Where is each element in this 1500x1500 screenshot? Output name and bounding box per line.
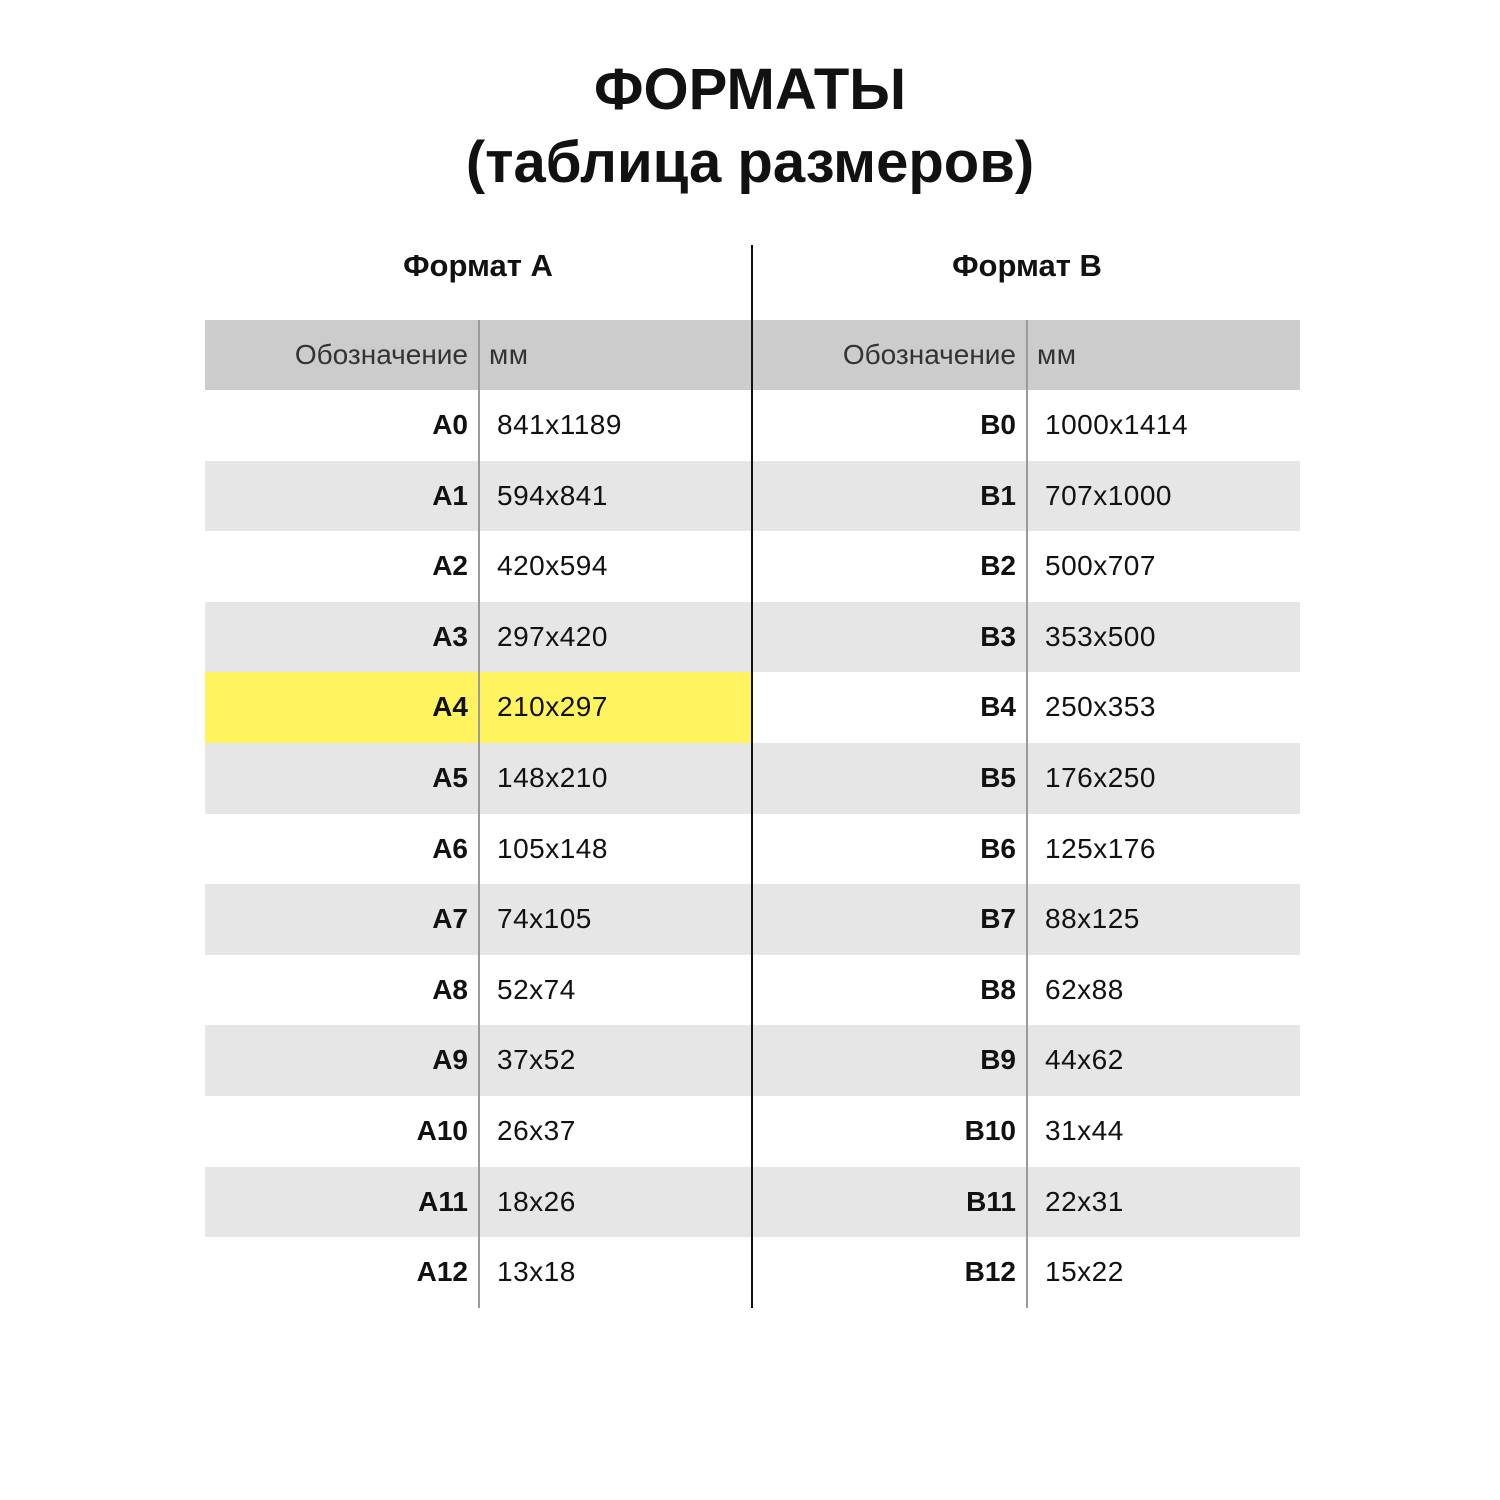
format-size-mm: 105x148 — [497, 832, 608, 864]
format-size-mm: 125x176 — [1045, 832, 1156, 864]
format-size-mm: 37x52 — [497, 1044, 576, 1076]
column-divider — [478, 320, 480, 1308]
format-size-mm: 52x74 — [497, 973, 576, 1005]
section-title-format-b: Формат В — [952, 248, 1102, 283]
table-row: A2 420x594 — [205, 531, 752, 602]
format-size-mm: 74x105 — [497, 903, 592, 935]
table-row: B0 1000x1414 — [753, 390, 1300, 461]
format-code: B3 — [980, 620, 1016, 652]
format-size-mm: 500x707 — [1045, 550, 1156, 582]
format-b-table: Обозначение мм B0 1000x1414 B1 707x1000 … — [753, 320, 1300, 1308]
column-header-code: Обозначение — [842, 339, 1016, 370]
format-code: A1 — [432, 479, 468, 511]
table-row: B10 31x44 — [753, 1096, 1300, 1167]
format-code: A10 — [416, 1114, 468, 1146]
format-size-mm: 13x18 — [497, 1256, 576, 1288]
table-row: B2 500x707 — [753, 531, 1300, 602]
page-title: ФОРМАТЫ — [593, 57, 907, 122]
format-code: A3 — [432, 620, 468, 652]
column-header-mm: мм — [1037, 339, 1077, 370]
table-row: B4 250x353 — [753, 672, 1300, 743]
section-title-format-a: Формат А — [403, 248, 553, 283]
format-code: A0 — [432, 409, 468, 440]
column-header-mm: мм — [489, 339, 529, 370]
format-code: B11 — [966, 1185, 1016, 1217]
format-size-mm: 62x88 — [1045, 973, 1124, 1005]
format-code: A4 — [432, 691, 468, 723]
format-code: B10 — [964, 1114, 1016, 1146]
format-size-mm: 841x1189 — [497, 409, 622, 440]
format-code: A7 — [432, 903, 468, 935]
format-size-mm: 707x1000 — [1045, 479, 1173, 511]
column-divider — [1026, 320, 1028, 1308]
format-code: A9 — [432, 1044, 468, 1076]
format-size-mm: 250x353 — [1045, 691, 1156, 723]
format-code: B5 — [980, 761, 1016, 793]
table-row: A0 841x1189 — [205, 390, 752, 461]
format-code: B12 — [964, 1256, 1016, 1288]
format-code: A12 — [416, 1256, 468, 1288]
center-divider — [751, 245, 753, 1308]
format-size-mm: 18x26 — [497, 1185, 576, 1217]
table-row: B6 125x176 — [753, 814, 1300, 885]
format-size-mm: 594x841 — [497, 479, 608, 511]
format-size-mm: 1000x1414 — [1045, 409, 1189, 440]
format-a-table: Обозначение мм A0 841x1189 A1 594x841 A2… — [205, 320, 752, 1308]
table-row: A10 26x37 — [205, 1096, 752, 1167]
format-code: B2 — [980, 550, 1016, 582]
format-size-mm: 15x22 — [1045, 1256, 1124, 1288]
format-size-mm: 210x297 — [497, 691, 608, 723]
format-size-mm: 420x594 — [497, 550, 608, 582]
format-code: A8 — [432, 973, 468, 1005]
format-size-mm: 297x420 — [497, 620, 608, 652]
format-code: B0 — [980, 409, 1016, 440]
format-code: B6 — [980, 832, 1016, 864]
format-code: B4 — [980, 691, 1016, 723]
format-code: B9 — [980, 1044, 1016, 1076]
format-code: B8 — [980, 973, 1016, 1005]
format-code: B7 — [980, 903, 1016, 935]
table-row: A12 13x18 — [205, 1237, 752, 1308]
format-code: A11 — [418, 1185, 468, 1217]
format-size-mm: 44x62 — [1045, 1044, 1124, 1076]
format-size-mm: 31x44 — [1045, 1114, 1124, 1146]
format-code: A2 — [432, 550, 468, 582]
table-row: A6 105x148 — [205, 814, 752, 885]
format-code: A5 — [432, 761, 468, 793]
format-size-mm: 22x31 — [1045, 1185, 1124, 1217]
table-row: B12 15x22 — [753, 1237, 1300, 1308]
column-header-code: Обозначение — [294, 339, 468, 370]
format-size-mm: 148x210 — [497, 761, 608, 793]
format-code: A6 — [432, 832, 468, 864]
table-row: A8 52x74 — [205, 955, 752, 1026]
format-size-mm: 26x37 — [497, 1114, 576, 1146]
format-size-mm: 353x500 — [1045, 620, 1156, 652]
format-size-mm: 88x125 — [1045, 903, 1140, 935]
format-code: B1 — [980, 479, 1016, 511]
page-subtitle: (таблица размеров) — [465, 130, 1035, 195]
format-size-mm: 176x250 — [1045, 761, 1156, 793]
table-row: B8 62x88 — [753, 955, 1300, 1026]
